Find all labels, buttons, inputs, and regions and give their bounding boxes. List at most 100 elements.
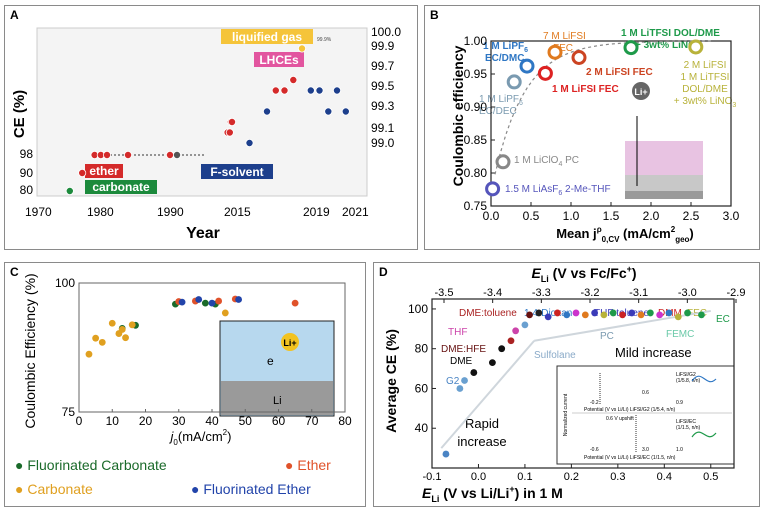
- c-legend-dot-0: ●: [15, 457, 24, 473]
- a-point-16: [289, 76, 298, 85]
- a-xtick-1990: 1990: [157, 205, 184, 219]
- b-ann-6-b: 1 M LiTFSI: [681, 72, 730, 83]
- c-point-3-3: [235, 296, 243, 303]
- c-legend-item-0: ● Fluorinated Carbonate: [15, 457, 167, 473]
- a-ytick-98: 98: [20, 147, 34, 161]
- b-xtick-2: 1.0: [563, 209, 580, 223]
- a-tag-lhce: [254, 52, 304, 67]
- c-ylabel-text: Coulombic Efficiency (%): [22, 273, 38, 428]
- c-inset-bottom: Li: [273, 395, 282, 407]
- d-inset-t3: 0.9: [676, 400, 683, 406]
- b-ytick-0: 0.75: [464, 199, 488, 213]
- panel-a: A CE (%) Year 80 90 98 99.0 99.1 99.3 99…: [4, 5, 418, 250]
- a-rtick-991: 99.1: [371, 121, 395, 135]
- b-xtick-3: 1.5: [603, 209, 620, 223]
- a-point-20: [324, 107, 333, 116]
- b-ann-5-sub: 6: [519, 100, 523, 107]
- b-ann-0-a: 1 M LiPF: [483, 41, 524, 52]
- b-xlabel-units-sup: 2: [671, 225, 676, 234]
- c-point-2-3: [108, 319, 116, 327]
- d-point-25: [674, 313, 682, 321]
- a-ylabel: CE (%): [11, 90, 28, 138]
- a-point-12: [245, 138, 254, 147]
- c-point-3-1: [195, 296, 203, 303]
- d-point-5: [498, 345, 506, 353]
- d-toptick-2: -3.3: [532, 287, 551, 299]
- d-lab-g2: G2: [446, 376, 460, 387]
- b-xtick-1: 0.5: [523, 209, 540, 223]
- d-lab-dme: DME: [450, 356, 473, 367]
- b-ann-4: 1 M LiFSI FEC: [552, 84, 619, 95]
- d-inset-t5: 3.0: [642, 447, 649, 453]
- d-point-24: [665, 309, 673, 317]
- d-xtick-3: 0.2: [564, 471, 579, 483]
- d-point-6: [507, 337, 515, 345]
- d-xlabel-top: ELi (V vs Fc/Fc+): [531, 264, 636, 284]
- d-toptick-5: -3.0: [678, 287, 697, 299]
- a-point-13: [262, 107, 271, 116]
- d-inset-t2: 0.6: [642, 390, 649, 396]
- d-inset-ylabel: Normalized current: [563, 393, 569, 436]
- a-rtick-1000: 100.0: [371, 25, 401, 39]
- c-legend-text-2: Carbonate: [27, 481, 93, 497]
- c-ytick-1: 100: [55, 276, 75, 290]
- c-inset-li: Li+: [283, 338, 296, 348]
- d-point-1: [456, 385, 464, 392]
- a-rtick-995: 99.5: [371, 79, 395, 93]
- a-xtick-2021: 2021: [342, 205, 369, 219]
- chart-b: Coulombic efficiency Mean jρ0,CV (mA/cm2…: [450, 28, 740, 244]
- d-point-16: [591, 309, 599, 317]
- d-xlabel-bottom-sub: Li: [431, 494, 439, 504]
- b-xlabel-sub: 0,CV: [602, 235, 620, 244]
- d-inset-t4: -0.6: [590, 447, 599, 453]
- a-ytick-90: 90: [20, 166, 34, 180]
- a-label-pct: 99.9%: [317, 37, 332, 43]
- c-legend-dot-1: ●: [285, 457, 294, 473]
- c-point-2-0: [85, 350, 93, 358]
- c-point-0-3: [201, 299, 209, 307]
- d-xtick-4: 0.3: [610, 471, 625, 483]
- panel-a-label: A: [10, 8, 19, 22]
- d-xlabel-top-b: (V vs Fc/Fc: [549, 265, 627, 281]
- b-li-label: Li+: [634, 87, 647, 97]
- b-ann-6-d: + 3wt% LiNO: [674, 96, 733, 107]
- b-xlabel-sup: ρ: [597, 225, 602, 234]
- a-xtick-1970: 1970: [25, 205, 52, 219]
- d-inset-x1-b: ) LiFSI/G2 (1/5.4, n/n): [627, 407, 676, 413]
- c-point-1-4: [291, 299, 299, 307]
- c-legend-item-1: ● Ether: [285, 457, 331, 473]
- d-inset-x2: Potential (V vs Li/Li) LiFSI/EC (1/1.5, …: [584, 455, 676, 461]
- d-point-23: [656, 311, 664, 319]
- d-point-7: [512, 327, 520, 335]
- d-lab-mild: Mild increase: [615, 345, 692, 360]
- d-lab-ec: EC: [716, 314, 730, 325]
- b-ann-1-b: FEC: [553, 43, 573, 54]
- b-xtick-4: 2.0: [643, 209, 660, 223]
- b-ytick-5: 1.00: [464, 34, 488, 48]
- d-point-14: [572, 309, 580, 317]
- d-xtick-6: 0.5: [703, 471, 718, 483]
- a-ytick-80: 80: [20, 183, 34, 197]
- d-point-15: [581, 311, 589, 319]
- a-rtick-990: 99.0: [371, 136, 395, 150]
- c-inset-e: e: [267, 354, 274, 368]
- d-xlabel-top-sub: Li: [541, 274, 549, 284]
- a-xtick-2015: 2015: [224, 205, 251, 219]
- b-ann-1-a: 7 M LiFSI: [543, 31, 586, 42]
- b-ytick-3: 0.90: [464, 100, 488, 114]
- d-toptick-3: -3.2: [581, 287, 600, 299]
- b-point-4: [537, 65, 553, 81]
- b-point-6: [571, 50, 587, 65]
- c-legend-text-1: Ether: [297, 457, 331, 473]
- a-rtick-993: 99.3: [371, 99, 395, 113]
- chart-d: ELi (V vs Fc/Fc+) ELi (V vs Li/Li+) in 1…: [383, 264, 745, 504]
- c-xlabel-sub: 0: [173, 438, 178, 447]
- d-point-0: [442, 450, 450, 458]
- b-ytick-1: 0.80: [464, 166, 488, 180]
- d-point-3: [470, 369, 478, 376]
- a-point-22: [341, 107, 350, 116]
- b-ann-2-b: + 3wt% LiNO: [635, 40, 696, 51]
- b-ann-5: 1 M LiPF6 EC/DEC: [479, 94, 523, 117]
- c-point-2-6: [122, 334, 129, 342]
- panel-b-label: B: [430, 8, 439, 22]
